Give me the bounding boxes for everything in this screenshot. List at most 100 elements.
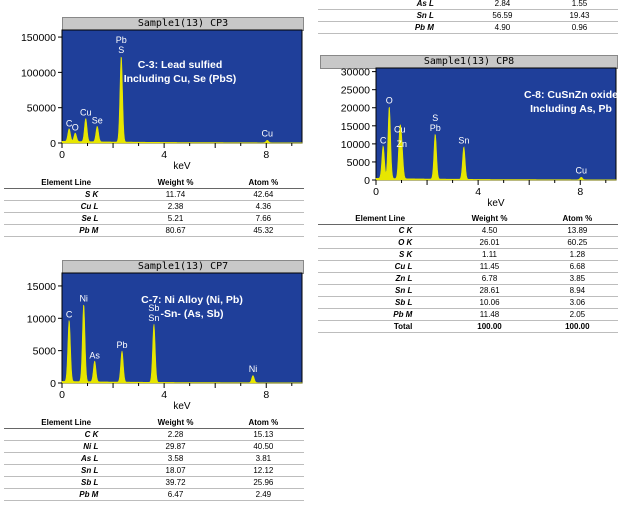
- y-tick-label: 5000: [33, 346, 57, 358]
- y-tick-label: 5000: [347, 157, 371, 169]
- table-row: Pb M 4.90 0.96: [318, 21, 618, 34]
- value-cell: 25.96: [222, 476, 304, 489]
- peak-label: Zn: [397, 139, 408, 149]
- composition-table-cp8: Element Line Weight % Atom % C K 4.50 13.89 O …: [318, 213, 618, 333]
- value-cell: 11.74: [128, 188, 223, 201]
- element-line-cell: Pb M: [4, 488, 129, 501]
- x-axis-label: keV: [487, 198, 505, 209]
- element-line-cell: S K: [4, 188, 129, 201]
- table-row: Sn L 18.07 12.12: [4, 464, 304, 477]
- annotation-text: C-8: CuSnZn oxide: [524, 89, 618, 101]
- element-line-cell: Sb L: [318, 296, 443, 309]
- x-axis-label: keV: [173, 161, 191, 172]
- table-header: Weight %: [128, 177, 223, 189]
- y-tick-label: 10000: [27, 313, 56, 325]
- value-cell: 8.94: [536, 284, 618, 297]
- plot-area: [375, 67, 617, 181]
- table-header: Element Line: [318, 213, 443, 225]
- table-header: Atom %: [222, 177, 304, 189]
- value-cell: 13.89: [536, 224, 618, 237]
- value-cell: 39.72: [128, 476, 223, 489]
- peak-label: Ni: [249, 364, 258, 374]
- value-cell: 29.87: [128, 440, 223, 453]
- peak-label: S: [432, 113, 438, 123]
- chart-title-cp3: Sample1(13) CP3: [62, 17, 304, 31]
- annotation-text: C-3: Lead sulfied: [138, 59, 223, 71]
- peak-label: O: [386, 96, 393, 106]
- value-cell: 5.21: [128, 212, 223, 225]
- table-row: Zn L 6.78 3.85: [318, 272, 618, 285]
- element-line-cell: Sn L: [4, 464, 129, 477]
- value-cell: 100.00: [536, 320, 618, 333]
- value-cell: 18.07: [128, 464, 223, 477]
- element-line-cell: Zn L: [318, 272, 443, 285]
- element-line-cell: Pb M: [4, 224, 129, 237]
- peak-label: Se: [92, 115, 103, 125]
- value-cell: 11.48: [442, 308, 537, 321]
- peak-label: Sn: [148, 313, 159, 323]
- value-cell: 42.64: [222, 188, 304, 201]
- element-line-cell: Sn L: [318, 9, 464, 22]
- annotation-text: Including Cu, Se (PbS): [124, 73, 237, 85]
- element-line-cell: Pb M: [318, 21, 464, 34]
- element-line-cell: Sb L: [4, 476, 129, 489]
- table-row: C K 2.28 15.13: [4, 428, 304, 441]
- value-cell: 6.78: [442, 272, 537, 285]
- table-row: Pb M 80.67 45.32: [4, 224, 304, 237]
- peak-label: Pb: [430, 123, 441, 133]
- table-row: Sb L 10.06 3.06: [318, 296, 618, 309]
- value-cell: 3.06: [536, 296, 618, 309]
- value-cell: 15.13: [222, 428, 304, 441]
- value-cell: 4.90: [463, 21, 541, 34]
- y-tick-label: 50000: [27, 103, 56, 115]
- element-line-cell: As L: [318, 0, 464, 10]
- y-tick-label: 20000: [341, 103, 370, 115]
- element-line-cell: C K: [318, 224, 443, 237]
- chart-title-cp7: Sample1(13) CP7: [62, 260, 304, 274]
- peak-label: Pb: [116, 340, 127, 350]
- y-tick-label: 10000: [341, 139, 370, 151]
- value-cell: 4.50: [442, 224, 537, 237]
- peak-label: Cu: [576, 165, 588, 175]
- table-row: As L 2.84 1.55: [318, 0, 618, 10]
- y-tick-label: 25000: [341, 85, 370, 97]
- spectrum-chart-cp8: C O Cu Zn SPb Sn Cu 0 5000 10000 15000 20000 25000 30…: [341, 67, 618, 209]
- y-tick-label: 15000: [341, 121, 370, 133]
- peak-label: S: [118, 45, 124, 55]
- element-line-cell: Sn L: [318, 284, 443, 297]
- peak-label: C: [380, 135, 387, 145]
- spectrum-trace: [375, 106, 617, 181]
- value-cell: 2.84: [463, 0, 541, 10]
- table-row: S K 1.11 1.28: [318, 248, 618, 261]
- plot-area: [61, 272, 303, 384]
- value-cell: 6.47: [128, 488, 223, 501]
- table-row: Cu L 11.45 6.68: [318, 260, 618, 273]
- table-row: Total 100.00 100.00: [318, 320, 618, 333]
- table-row: As L 3.58 3.81: [4, 452, 304, 465]
- table-header: Element Line: [4, 417, 129, 429]
- x-tick-label: 8: [577, 186, 583, 198]
- value-cell: 19.43: [540, 9, 618, 22]
- table-row: Sb L 39.72 25.96: [4, 476, 304, 489]
- value-cell: 26.01: [442, 236, 537, 249]
- annotation-text: Including As, Pb: [530, 103, 612, 115]
- x-tick-label: 4: [161, 149, 167, 161]
- element-line-cell: Ni L: [4, 440, 129, 453]
- peak-label: Sn: [458, 135, 469, 145]
- value-cell: 100.00: [442, 320, 537, 333]
- x-tick-label: 4: [475, 186, 481, 198]
- peak-label: C: [66, 310, 73, 320]
- table-row: Pb M 6.47 2.49: [4, 488, 304, 501]
- value-cell: 56.59: [463, 9, 541, 22]
- value-cell: 12.12: [222, 464, 304, 477]
- y-tick-label: 15000: [27, 281, 56, 293]
- composition-table-cp7: Element Line Weight % Atom % C K 2.28 15.13 Ni…: [4, 417, 304, 501]
- peak-label: Cu: [80, 108, 92, 118]
- value-cell: 6.68: [536, 260, 618, 273]
- value-cell: 40.50: [222, 440, 304, 453]
- value-cell: 3.81: [222, 452, 304, 465]
- plot-area: [61, 29, 303, 144]
- x-tick-label: 0: [373, 186, 379, 198]
- peak-label: Cu: [394, 125, 406, 135]
